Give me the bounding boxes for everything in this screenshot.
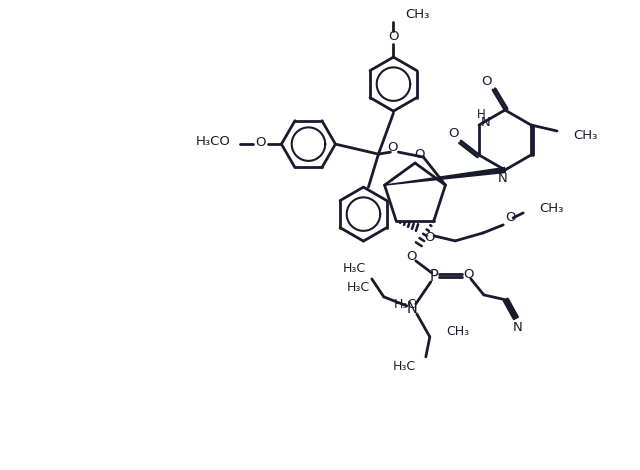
Text: O: O — [463, 268, 474, 282]
Text: O: O — [424, 231, 435, 244]
Text: O: O — [406, 251, 417, 263]
Text: H: H — [477, 108, 485, 120]
Text: H₃C: H₃C — [342, 262, 366, 275]
Text: CH₃: CH₃ — [446, 325, 469, 338]
Text: N: N — [513, 321, 523, 334]
Text: O: O — [255, 136, 266, 149]
Text: H₃C: H₃C — [347, 282, 370, 294]
Text: N: N — [498, 172, 508, 185]
Text: CH₃: CH₃ — [539, 203, 564, 215]
Text: CH₃: CH₃ — [405, 8, 430, 21]
Text: P: P — [429, 269, 438, 284]
Text: H₃C: H₃C — [394, 298, 417, 312]
Text: O: O — [387, 141, 397, 154]
Text: N: N — [406, 301, 417, 316]
Text: O: O — [388, 30, 399, 43]
Text: O: O — [413, 148, 424, 160]
Text: O: O — [481, 75, 492, 87]
Polygon shape — [385, 167, 506, 185]
Text: H₃CO: H₃CO — [196, 134, 230, 148]
Text: O: O — [505, 212, 515, 224]
Text: O: O — [448, 126, 458, 140]
Text: H₃C: H₃C — [393, 360, 416, 373]
Text: CH₃: CH₃ — [573, 128, 597, 141]
Text: N: N — [481, 116, 491, 128]
